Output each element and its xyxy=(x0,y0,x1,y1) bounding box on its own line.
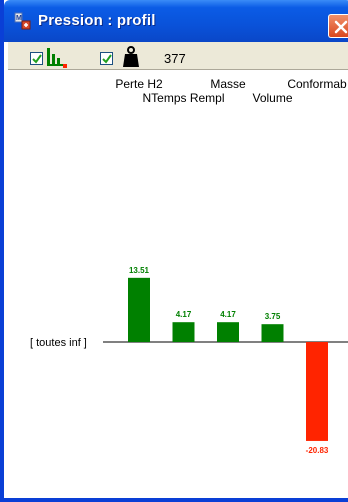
svg-text:M: M xyxy=(16,15,22,22)
toolbar: 377 xyxy=(8,42,348,70)
category-label: Volume xyxy=(252,91,292,105)
value-label: -20.83 xyxy=(306,446,329,455)
record-count: 377 xyxy=(164,51,186,66)
category-label: Masse xyxy=(210,77,246,91)
value-label: 3.75 xyxy=(265,312,281,321)
value-label: 13.51 xyxy=(129,266,150,275)
baseline-label: [ toutes inf ] xyxy=(30,337,87,349)
bar[interactable] xyxy=(172,322,195,342)
profile-bar-chart: [ toutes inf ] Perte H2 13.51 NTemps Rempl… xyxy=(30,77,348,455)
bar[interactable] xyxy=(261,324,284,342)
close-button[interactable] xyxy=(328,14,348,38)
category-label: Perte H2 xyxy=(115,77,163,91)
mapped-app-icon: M xyxy=(14,12,31,30)
category-label: Conformab xyxy=(287,77,347,91)
title-bar[interactable]: M Pression : profil xyxy=(4,0,348,42)
histogram-checkbox[interactable] xyxy=(30,52,43,65)
bar[interactable] xyxy=(128,277,150,342)
bar[interactable] xyxy=(306,342,328,441)
checkmark-icon xyxy=(32,54,42,64)
window-title: Pression : profil xyxy=(38,12,156,29)
checkmark-icon xyxy=(102,54,112,64)
category-label: NTemps Rempl xyxy=(142,91,224,105)
weight-icon[interactable] xyxy=(122,46,140,68)
chart-area: [ toutes inf ] Perte H2 13.51 NTemps Rempl… xyxy=(8,71,348,498)
histogram-icon[interactable] xyxy=(46,46,72,68)
close-icon xyxy=(334,20,348,34)
weight-checkbox[interactable] xyxy=(100,52,113,65)
bar[interactable] xyxy=(217,322,239,342)
value-label: 4.17 xyxy=(220,310,236,319)
value-label: 4.17 xyxy=(176,310,192,319)
